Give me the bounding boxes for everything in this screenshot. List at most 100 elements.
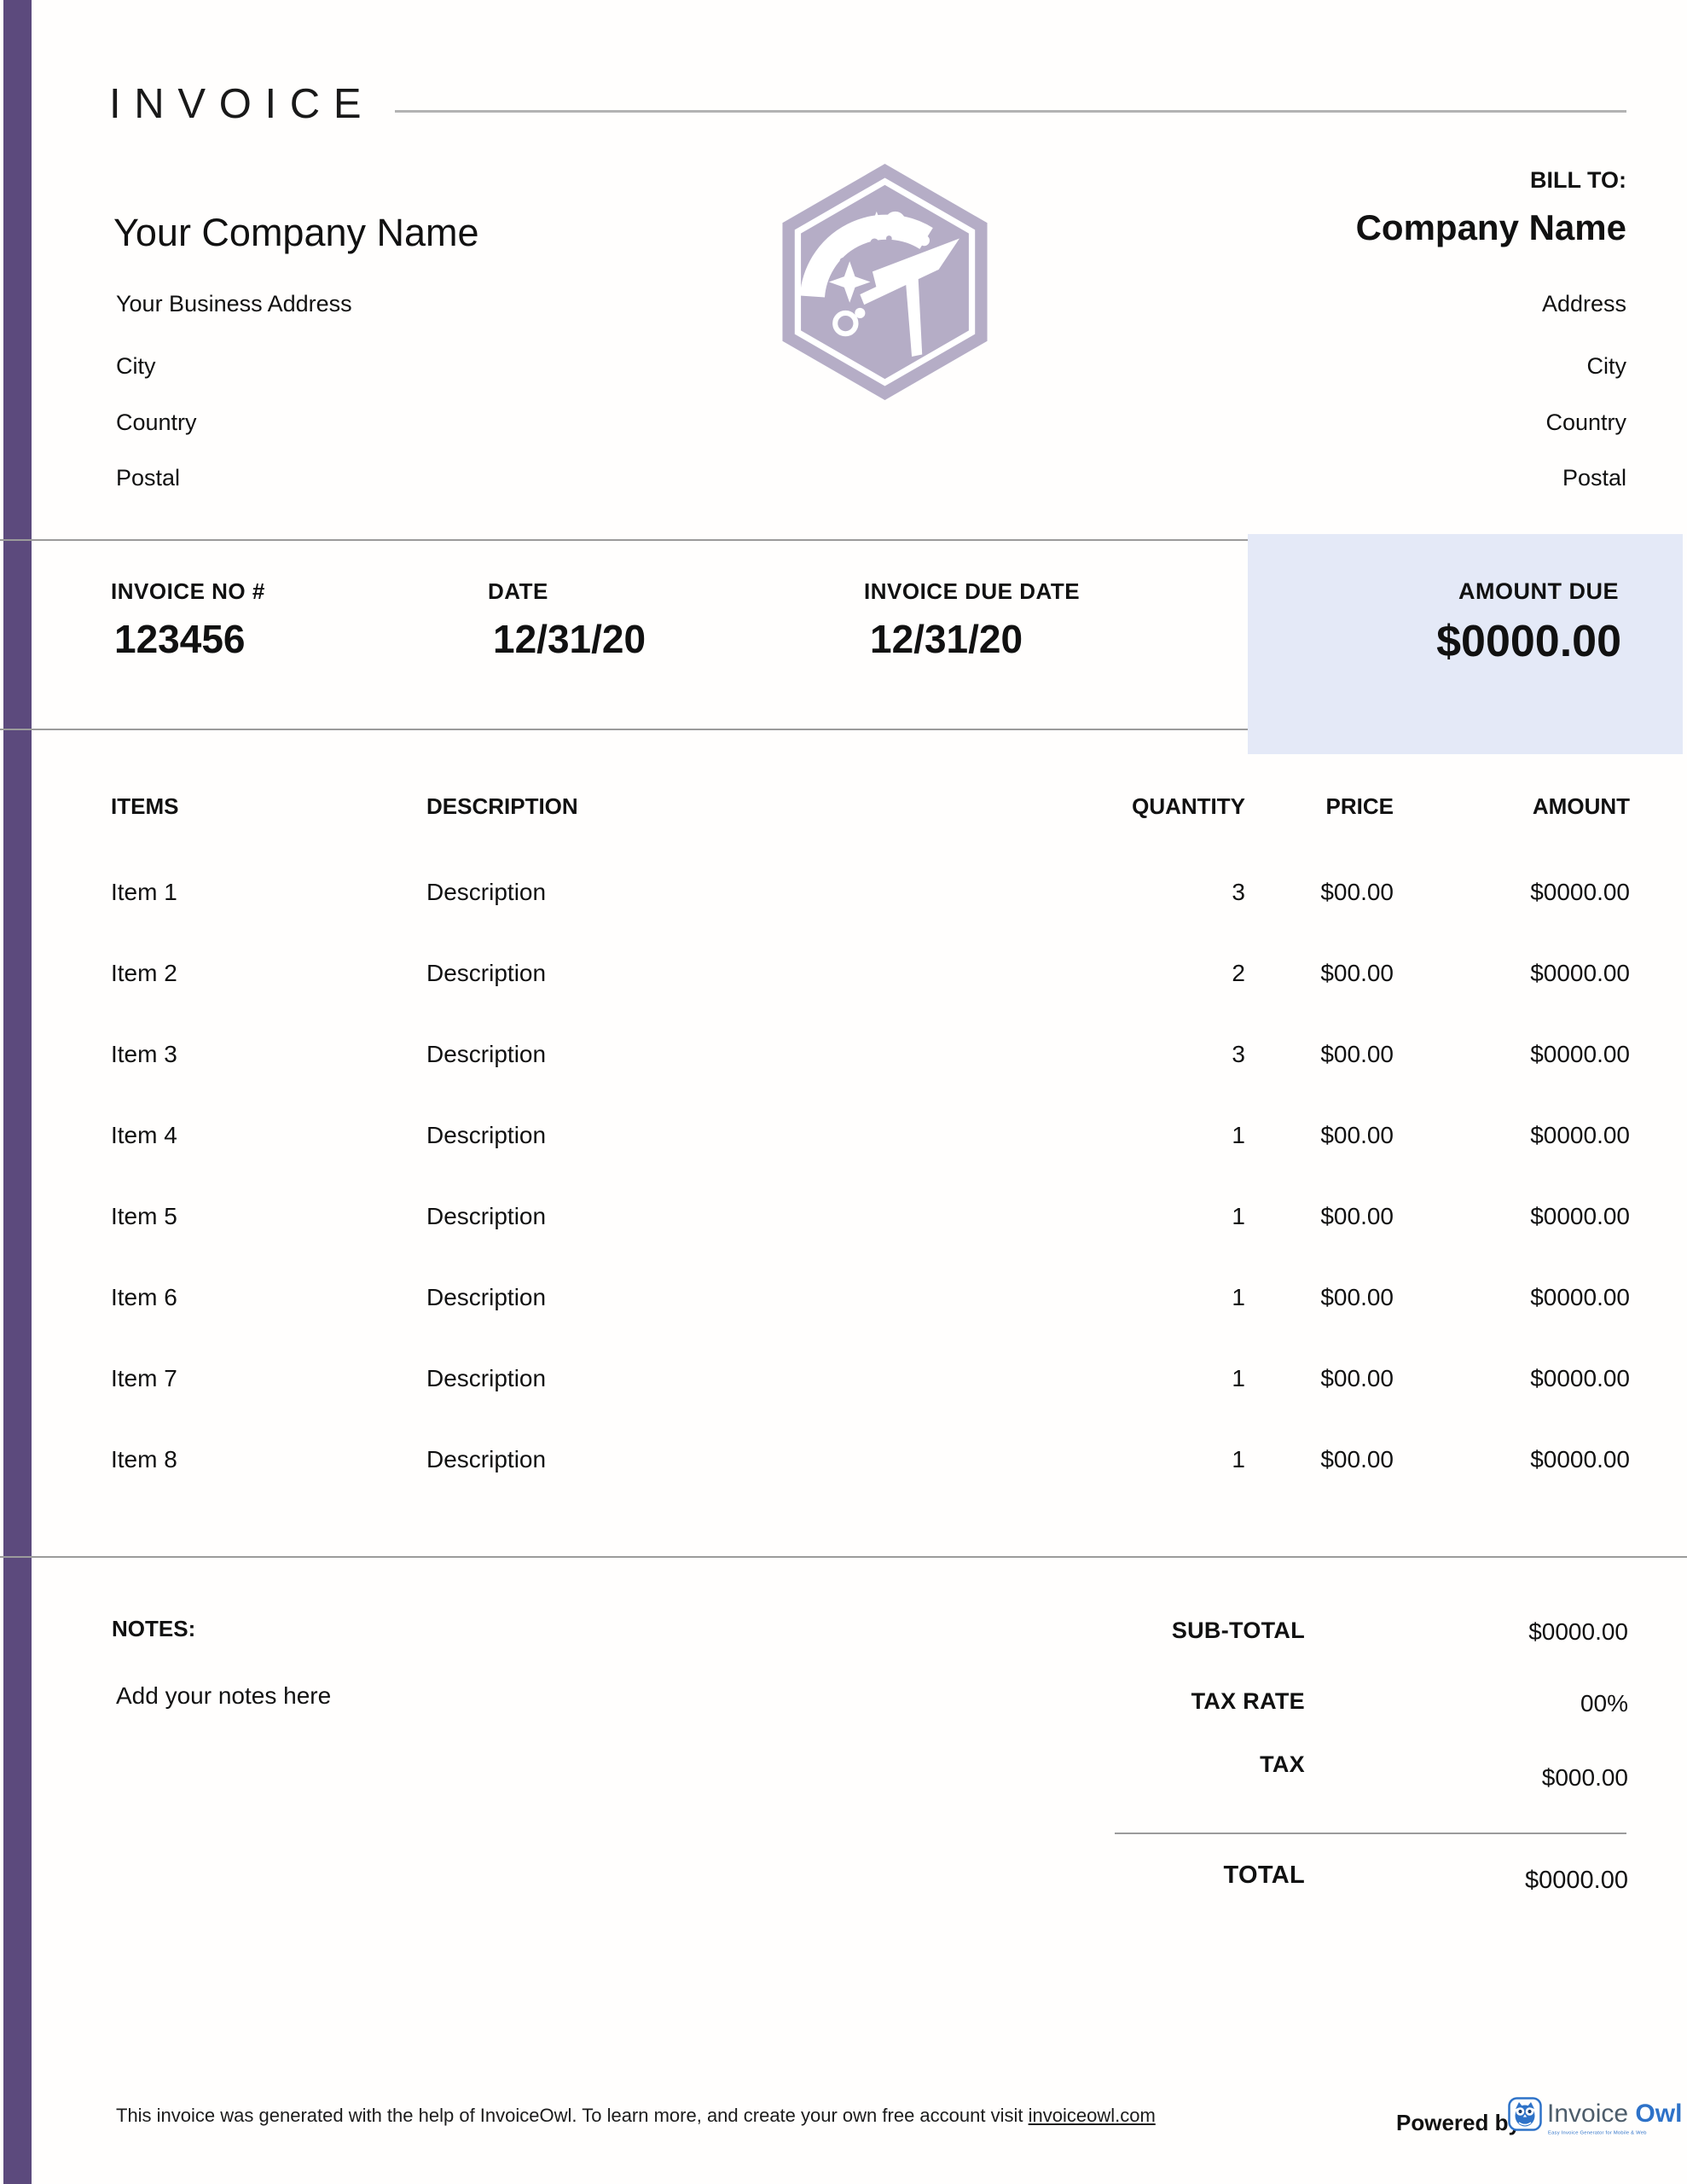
total-divider (1115, 1833, 1626, 1834)
invoiceowl-owl-icon (1508, 2097, 1542, 2131)
table-row: Item 2 Description 2 $00.00 $0000.00 (111, 936, 1630, 1017)
notes-text: Add your notes here (116, 1682, 332, 1709)
cell-quantity: 1 (1232, 1365, 1245, 1391)
meta-bar-top-rule (0, 539, 1248, 541)
cell-item: Item 3 (111, 1041, 177, 1067)
cell-item: Item 2 (111, 960, 177, 986)
cell-quantity: 3 (1232, 1041, 1245, 1067)
cell-amount: $0000.00 (1530, 1122, 1630, 1148)
cell-amount: $0000.00 (1530, 1284, 1630, 1310)
sender-company-name: Your Company Name (113, 211, 479, 254)
invoice-number-label: INVOICE NO # (111, 578, 265, 604)
header-amount: AMOUNT (1532, 793, 1630, 819)
cell-price: $00.00 (1320, 1041, 1394, 1067)
bill-to-city: City (1586, 353, 1627, 379)
cell-item: Item 4 (111, 1122, 177, 1148)
cell-amount: $0000.00 (1530, 1041, 1630, 1067)
bill-to-address: Address (1541, 291, 1626, 317)
cell-description: Description (426, 1284, 547, 1310)
tax-rate-value: 00% (1580, 1690, 1628, 1716)
cell-description: Description (426, 879, 547, 905)
cell-quantity: 3 (1232, 879, 1245, 905)
invoice-number-value: 123456 (114, 617, 246, 661)
cell-price: $00.00 (1320, 1284, 1394, 1310)
amount-due-panel: AMOUNT DUE $0000.00 (1248, 534, 1683, 754)
cell-amount: $0000.00 (1530, 960, 1630, 986)
table-row: Item 1 Description 3 $00.00 $0000.00 (111, 855, 1630, 936)
table-row: Item 4 Description 1 $00.00 $0000.00 (111, 1098, 1630, 1179)
footer-note-text: This invoice was generated with the help… (116, 2105, 1023, 2126)
cell-quantity: 1 (1232, 1203, 1245, 1229)
total-value: $0000.00 (1525, 1867, 1628, 1894)
cell-amount: $0000.00 (1530, 879, 1630, 905)
cell-description: Description (426, 1365, 547, 1391)
invoiceowl-wordmark: Invoice Owl (1547, 2100, 1682, 2129)
cell-price: $00.00 (1320, 1203, 1394, 1229)
table-body: Item 1 Description 3 $00.00 $0000.00 Ite… (111, 855, 1630, 1503)
sender-address: Your Business Address (116, 291, 352, 317)
cell-amount: $0000.00 (1530, 1203, 1630, 1229)
amount-due-value: $0000.00 (1436, 617, 1621, 666)
sender-city: City (116, 353, 156, 379)
cell-description: Description (426, 1122, 547, 1148)
notes-section-divider (0, 1556, 1687, 1558)
header-description: DESCRIPTION (426, 793, 578, 819)
cell-item: Item 1 (111, 879, 177, 905)
cell-description: Description (426, 1203, 547, 1229)
cell-description: Description (426, 960, 547, 986)
due-date-value: 12/31/20 (870, 617, 1023, 661)
invoiceowl-link[interactable]: invoiceowl.com (1028, 2105, 1156, 2126)
table-row: Item 6 Description 1 $00.00 $0000.00 (111, 1260, 1630, 1341)
cell-item: Item 8 (111, 1446, 177, 1472)
date-value: 12/31/20 (493, 617, 646, 661)
cell-item: Item 6 (111, 1284, 177, 1310)
total-label: TOTAL (1223, 1862, 1305, 1889)
due-date-label: INVOICE DUE DATE (864, 578, 1081, 604)
bill-to-company: Company Name (1355, 207, 1626, 247)
header-items: ITEMS (111, 793, 179, 819)
table-row: Item 7 Description 1 $00.00 $0000.00 (111, 1341, 1630, 1422)
powered-by-label: Powered by (1396, 2110, 1521, 2135)
bill-to-postal: Postal (1562, 465, 1626, 491)
header-quantity: QUANTITY (1132, 793, 1245, 819)
cell-amount: $0000.00 (1530, 1446, 1630, 1472)
cell-price: $00.00 (1320, 960, 1394, 986)
company-logo-hexagon-icon (782, 164, 988, 400)
cell-description: Description (426, 1446, 547, 1472)
subtotal-value: $0000.00 (1528, 1618, 1628, 1645)
cell-amount: $0000.00 (1530, 1365, 1630, 1391)
title-divider (395, 110, 1626, 113)
sender-country: Country (116, 410, 197, 435)
cell-price: $00.00 (1320, 1446, 1394, 1472)
cell-quantity: 1 (1232, 1122, 1245, 1148)
bill-to-label: BILL TO: (1530, 167, 1626, 193)
table-row: Item 8 Description 1 $00.00 $0000.00 (111, 1422, 1630, 1503)
left-accent-bar (3, 0, 32, 2184)
tax-label: TAX (1260, 1751, 1305, 1777)
notes-label: NOTES: (112, 1616, 196, 1641)
brand-tagline: Easy Invoice Generator for Mobile & Web (1548, 2130, 1647, 2136)
date-label: DATE (488, 578, 548, 604)
cell-quantity: 2 (1232, 960, 1245, 986)
brand-owl-text: Owl (1635, 2100, 1683, 2128)
cell-price: $00.00 (1320, 1365, 1394, 1391)
cell-description: Description (426, 1041, 547, 1067)
bill-to-country: Country (1545, 410, 1626, 435)
cell-item: Item 5 (111, 1203, 177, 1229)
footer-note: This invoice was generated with the help… (116, 2105, 1156, 2127)
cell-quantity: 1 (1232, 1446, 1245, 1472)
cell-quantity: 1 (1232, 1284, 1245, 1310)
page-title: INVOICE (109, 81, 375, 127)
tax-rate-label: TAX RATE (1191, 1688, 1305, 1714)
cell-item: Item 7 (111, 1365, 177, 1391)
header-price: PRICE (1325, 793, 1394, 819)
cell-price: $00.00 (1320, 1122, 1394, 1148)
tax-value: $000.00 (1541, 1764, 1628, 1791)
table-row: Item 3 Description 3 $00.00 $0000.00 (111, 1017, 1630, 1098)
amount-due-label: AMOUNT DUE (1458, 578, 1619, 604)
cell-price: $00.00 (1320, 879, 1394, 905)
brand-invoice-text: Invoice (1547, 2100, 1629, 2128)
subtotal-label: SUB-TOTAL (1171, 1618, 1305, 1643)
table-row: Item 5 Description 1 $00.00 $0000.00 (111, 1179, 1630, 1260)
